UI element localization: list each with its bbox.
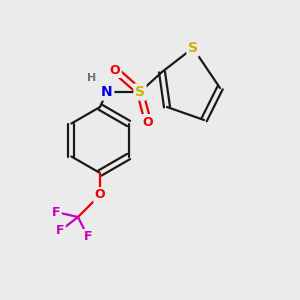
- Text: F: F: [52, 206, 60, 218]
- Text: S: S: [188, 41, 198, 55]
- Text: O: O: [143, 116, 153, 128]
- Text: F: F: [84, 230, 92, 244]
- Text: S: S: [135, 85, 145, 99]
- Text: H: H: [87, 73, 97, 83]
- Text: O: O: [95, 188, 105, 202]
- Text: F: F: [56, 224, 64, 238]
- Text: O: O: [110, 64, 120, 76]
- Text: N: N: [101, 85, 113, 99]
